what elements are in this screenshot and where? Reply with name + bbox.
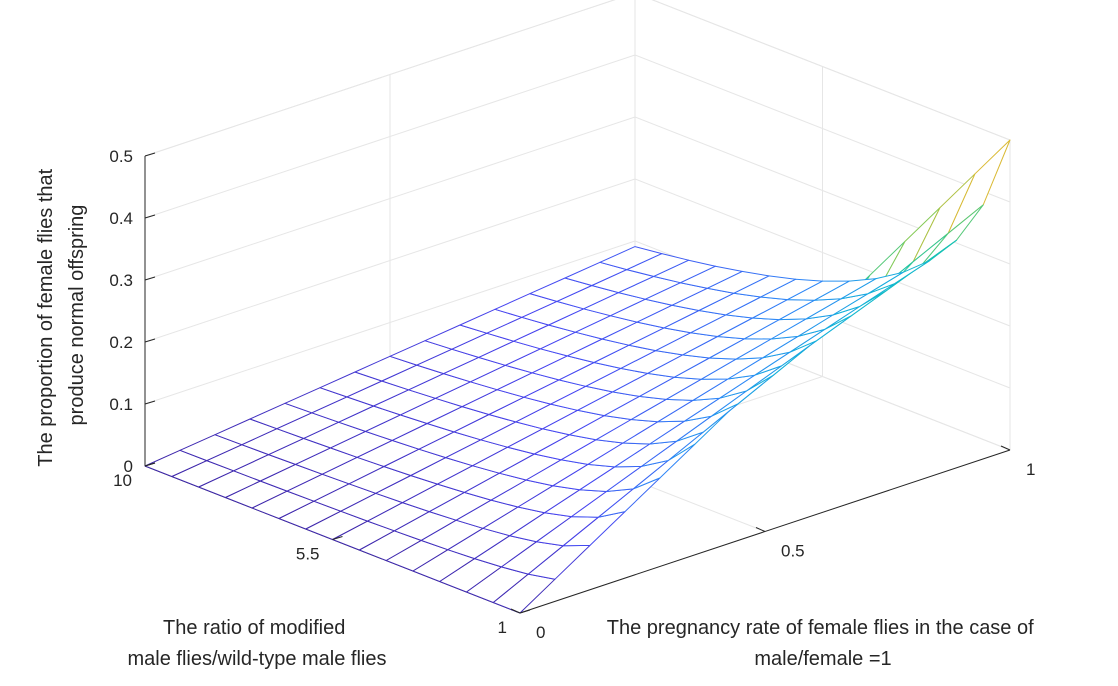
z-tick-label: 0.3 bbox=[109, 271, 133, 290]
y-tick-mark bbox=[519, 609, 531, 614]
grid-line-wall-z bbox=[144, 240, 636, 405]
z-tick-label: 0.5 bbox=[109, 147, 133, 166]
grid-line-wall-z bbox=[144, 54, 636, 219]
x-axis-label: The pregnancy rate of female flies in th… bbox=[607, 617, 1039, 670]
x-tick-label: 1 bbox=[1026, 460, 1035, 479]
z-tick-label: 0.1 bbox=[109, 395, 133, 414]
y-tick-label: 5.5 bbox=[296, 545, 320, 564]
box-edge-top-back bbox=[144, 0, 616, 157]
grid-line-wall-z bbox=[144, 178, 636, 343]
x-tick-mark bbox=[1000, 445, 1011, 451]
surface-mesh bbox=[144, 139, 1011, 614]
y-axis-label: The ratio of modified male flies/wild-ty… bbox=[128, 617, 387, 670]
z-tick-mark bbox=[144, 276, 156, 281]
surface-cell bbox=[599, 246, 663, 271]
x-tick-label: 0 bbox=[536, 623, 545, 642]
z-axis-label: The proportion of female flies that prod… bbox=[35, 163, 88, 467]
z-tick-mark bbox=[144, 214, 156, 219]
x-axis-label-line-1: The pregnancy rate of female flies in th… bbox=[607, 617, 1034, 639]
grid-line-wall-z bbox=[144, 116, 636, 281]
z-axis-label-line-1: The proportion of female flies that bbox=[35, 168, 57, 466]
axis-labels: The pregnancy rate of female flies in th… bbox=[35, 163, 1039, 670]
y-tick-label: 10 bbox=[113, 471, 132, 490]
y-tick-mark bbox=[332, 536, 343, 540]
y-axis-label-line-1: The ratio of modified bbox=[163, 617, 345, 639]
z-tick-label: 0.4 bbox=[109, 209, 133, 228]
x-tick-label: 0.5 bbox=[781, 542, 805, 561]
box-edge-top-right bbox=[651, 0, 1011, 141]
z-axis-label-line-2: produce normal offspring bbox=[66, 205, 88, 426]
y-axis-label-line-2: male flies/wild-type male flies bbox=[128, 648, 387, 670]
z-tick-label: 0.2 bbox=[109, 333, 133, 352]
y-tick-mark bbox=[144, 462, 156, 467]
x-axis-label-line-2: male/female =1 bbox=[754, 648, 891, 670]
z-tick-label: 0 bbox=[124, 457, 133, 476]
z-tick-mark bbox=[144, 400, 156, 405]
y-tick-label: 1 bbox=[498, 618, 507, 637]
x-tick-mark bbox=[510, 608, 521, 614]
z-tick-mark bbox=[144, 152, 156, 157]
z-tick-mark bbox=[144, 338, 156, 343]
grid-line-side-z bbox=[634, 178, 1011, 327]
tick-marks bbox=[144, 152, 1011, 614]
grid-line-side-z bbox=[634, 54, 1011, 203]
x-tick-mark bbox=[755, 527, 766, 532]
